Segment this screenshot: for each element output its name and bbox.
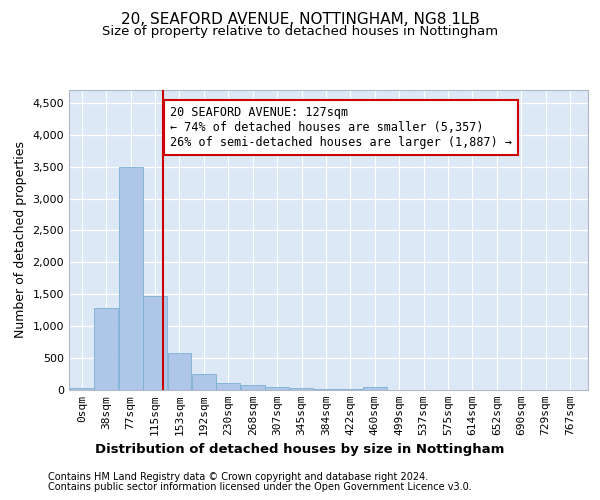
Text: 20, SEAFORD AVENUE, NOTTINGHAM, NG8 1LB: 20, SEAFORD AVENUE, NOTTINGHAM, NG8 1LB	[121, 12, 479, 28]
Bar	[143, 296, 167, 390]
Bar	[363, 387, 387, 390]
Bar	[290, 388, 313, 390]
Bar	[241, 385, 265, 390]
Y-axis label: Number of detached properties: Number of detached properties	[14, 142, 27, 338]
Bar	[167, 353, 191, 390]
Text: Distribution of detached houses by size in Nottingham: Distribution of detached houses by size …	[95, 442, 505, 456]
Bar	[192, 374, 216, 390]
Bar	[265, 387, 289, 390]
Bar	[338, 389, 362, 390]
Bar	[70, 388, 94, 390]
Text: 20 SEAFORD AVENUE: 127sqm
← 74% of detached houses are smaller (5,357)
26% of se: 20 SEAFORD AVENUE: 127sqm ← 74% of detac…	[170, 106, 512, 149]
Text: Size of property relative to detached houses in Nottingham: Size of property relative to detached ho…	[102, 25, 498, 38]
Text: Contains HM Land Registry data © Crown copyright and database right 2024.: Contains HM Land Registry data © Crown c…	[48, 472, 428, 482]
Bar	[94, 308, 118, 390]
Bar	[217, 382, 240, 390]
Bar	[314, 388, 338, 390]
Bar	[119, 166, 143, 390]
Text: Contains public sector information licensed under the Open Government Licence v3: Contains public sector information licen…	[48, 482, 472, 492]
